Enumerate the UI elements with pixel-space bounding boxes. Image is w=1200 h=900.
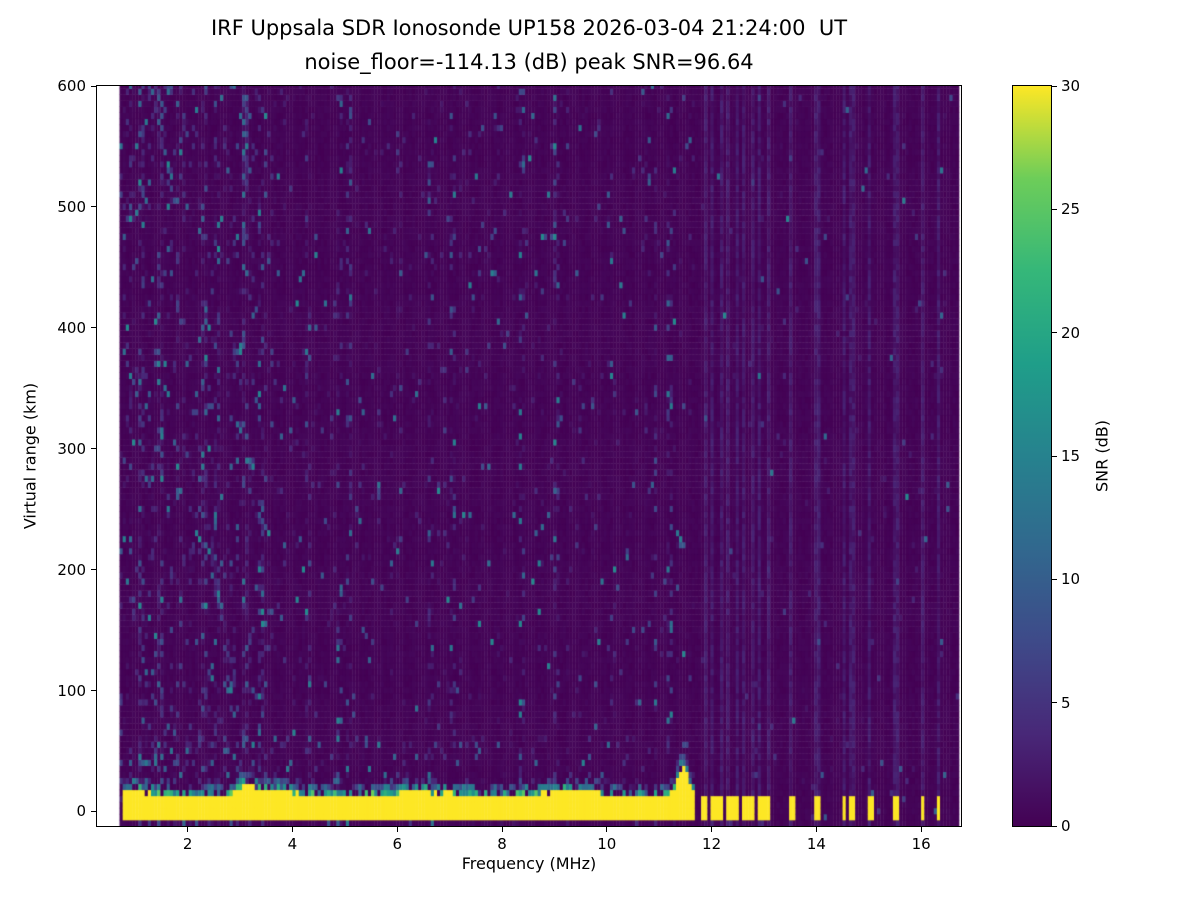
colorbar-tick-mark bbox=[1052, 455, 1057, 457]
x-tick-mark bbox=[711, 827, 713, 832]
x-tick-label: 14 bbox=[806, 835, 826, 853]
y-tick-mark bbox=[91, 690, 96, 692]
x-tick-mark bbox=[396, 827, 398, 832]
colorbar-tick-label: 5 bbox=[1061, 693, 1071, 712]
x-tick-mark bbox=[920, 827, 922, 832]
colorbar-label: SNR (dB) bbox=[1092, 420, 1112, 492]
x-tick-mark bbox=[187, 827, 189, 832]
y-tick-mark bbox=[91, 569, 96, 571]
colorbar-tick-mark bbox=[1052, 702, 1057, 704]
colorbar-tick-mark bbox=[1052, 85, 1057, 87]
colorbar-gradient bbox=[1013, 86, 1051, 826]
x-tick-label: 12 bbox=[702, 835, 722, 853]
x-tick-mark bbox=[606, 827, 608, 832]
x-tick-label: 16 bbox=[911, 835, 931, 853]
heatmap-canvas bbox=[97, 86, 961, 826]
y-tick-mark bbox=[91, 206, 96, 208]
x-tick-label: 8 bbox=[497, 835, 507, 853]
y-tick-mark bbox=[91, 85, 96, 87]
colorbar-tick-label: 20 bbox=[1061, 323, 1081, 342]
colorbar-tick-label: 15 bbox=[1061, 447, 1081, 465]
y-tick-mark bbox=[91, 810, 96, 812]
y-tick-label: 100 bbox=[57, 681, 86, 700]
colorbar-tick-mark bbox=[1052, 332, 1057, 334]
colorbar-tick-label: 25 bbox=[1061, 200, 1081, 219]
y-tick-label: 400 bbox=[57, 318, 86, 337]
y-tick-mark bbox=[91, 327, 96, 329]
colorbar-tick-mark bbox=[1052, 825, 1057, 827]
x-tick-label: 6 bbox=[392, 835, 402, 853]
y-tick-label: 500 bbox=[57, 197, 86, 216]
x-tick-label: 4 bbox=[287, 835, 298, 853]
y-tick-mark bbox=[91, 448, 96, 450]
colorbar-tick-label: 0 bbox=[1061, 817, 1071, 835]
colorbar-tick-label: 10 bbox=[1061, 570, 1081, 589]
x-tick-label: 2 bbox=[182, 835, 193, 853]
y-tick-label: 0 bbox=[76, 802, 86, 821]
x-tick-mark bbox=[291, 827, 293, 832]
plot-area bbox=[96, 85, 962, 827]
chart-subtitle: noise_floor=-114.13 (dB) peak SNR=96.64 bbox=[304, 50, 754, 74]
colorbar-tick-mark bbox=[1052, 208, 1057, 210]
x-tick-label: 10 bbox=[597, 835, 617, 853]
y-tick-label: 600 bbox=[57, 77, 86, 95]
x-axis-label: Frequency (MHz) bbox=[461, 854, 597, 873]
colorbar-tick-label: 30 bbox=[1061, 77, 1081, 95]
colorbar-tick-mark bbox=[1052, 578, 1057, 580]
y-tick-label: 200 bbox=[57, 560, 86, 579]
colorbar bbox=[1012, 85, 1052, 827]
y-tick-label: 300 bbox=[57, 439, 86, 458]
x-tick-mark bbox=[501, 827, 503, 832]
x-tick-mark bbox=[815, 827, 817, 832]
chart-title: IRF Uppsala SDR Ionosonde UP158 2026-03-… bbox=[210, 16, 848, 40]
